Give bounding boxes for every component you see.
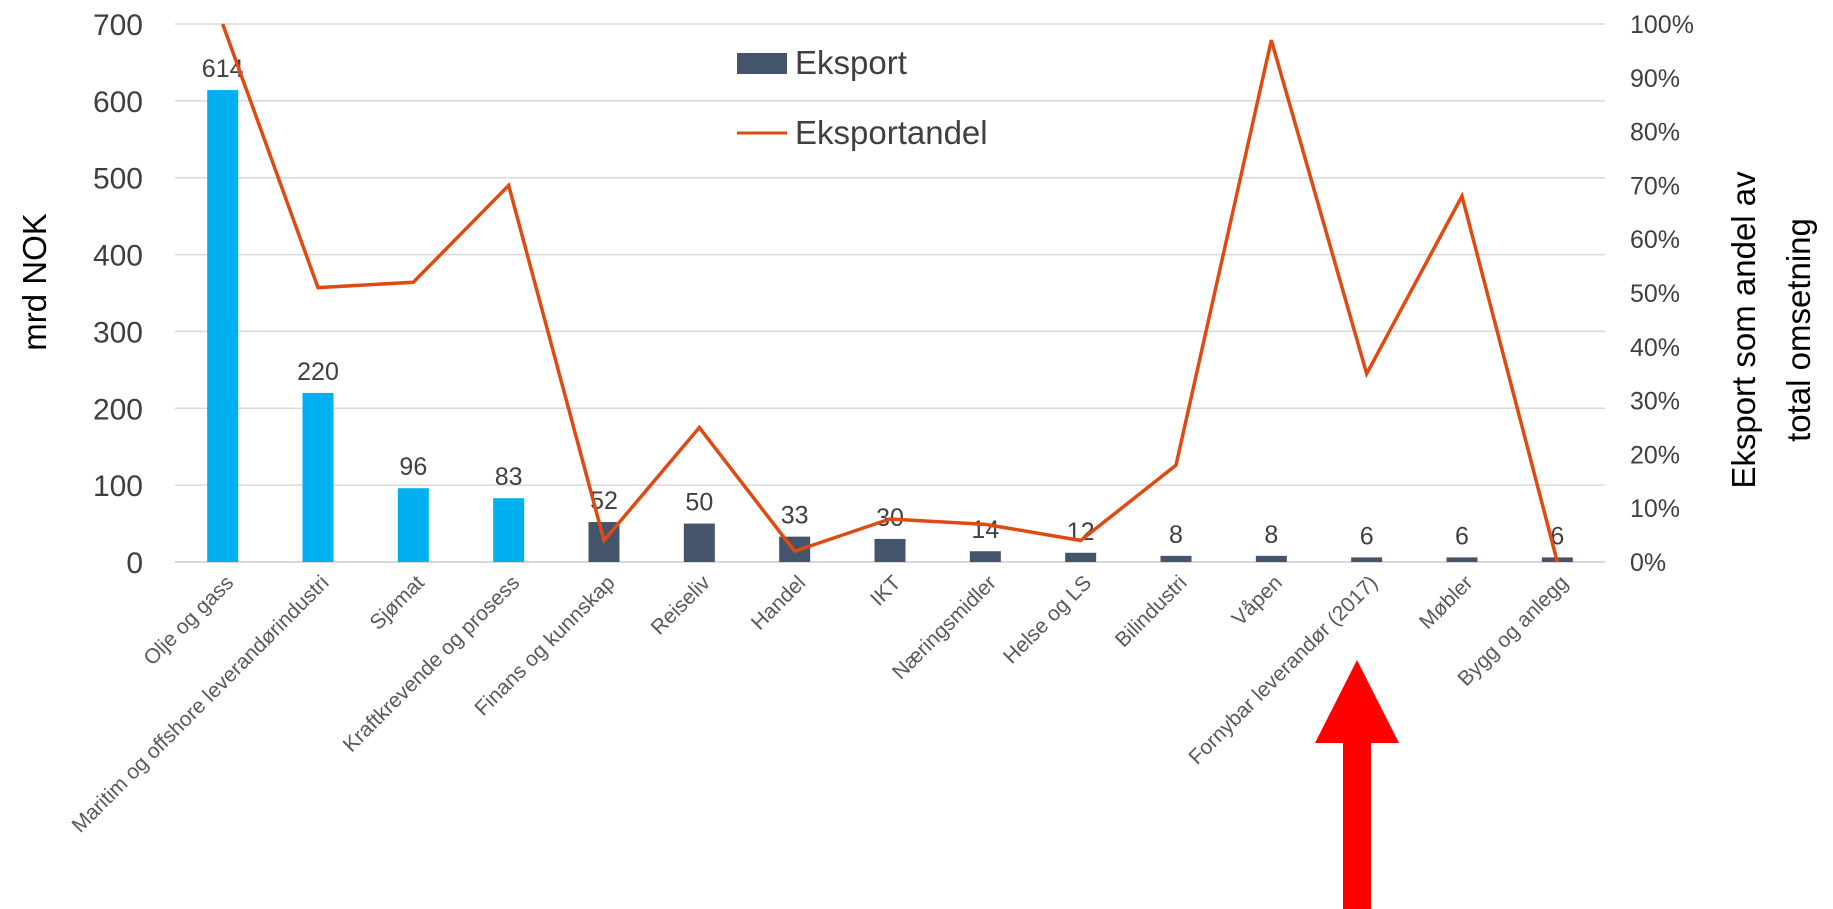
data-label: 14	[971, 516, 999, 544]
y-tick-label: 300	[93, 316, 143, 349]
y-tick-label: 200	[93, 393, 143, 426]
bar	[493, 498, 525, 562]
y2-tick-label: 20%	[1630, 441, 1680, 469]
data-label: 6	[1455, 522, 1469, 550]
share-line-layer	[221, 23, 1560, 563]
bars	[207, 90, 1573, 563]
y-tick-label: 100	[93, 470, 143, 503]
x-tick-label: Handel	[747, 571, 810, 634]
data-label: 50	[685, 489, 713, 517]
y2-tick-label: 90%	[1630, 65, 1680, 93]
legend-swatch-eksport	[737, 53, 787, 74]
y-tick-label: 700	[93, 9, 143, 42]
y-axis-title: mrd NOK	[16, 213, 53, 351]
x-tick-label: Reiseliv	[647, 571, 716, 640]
data-label: 83	[495, 463, 523, 491]
red-arrow-annotation	[1315, 660, 1399, 909]
bar	[1160, 555, 1192, 562]
bar	[1065, 552, 1097, 562]
y2-tick-label: 40%	[1630, 334, 1680, 362]
gridlines	[175, 23, 1605, 563]
y-tick-label: 500	[93, 163, 143, 196]
y2-tick-label: 30%	[1630, 388, 1680, 416]
data-label: 96	[399, 453, 427, 481]
bar	[1351, 557, 1383, 562]
y2-tick-label: 100%	[1630, 11, 1694, 39]
y2-tick-label: 60%	[1630, 226, 1680, 254]
share-line	[221, 23, 1560, 563]
y2-axis-ticks: 0% 10% 20% 30% 40% 50% 60% 70% 80% 90% 100%	[1630, 11, 1694, 577]
data-label: 8	[1169, 521, 1183, 549]
data-label: 33	[781, 502, 809, 530]
bar	[397, 488, 429, 562]
data-label: 8	[1264, 521, 1278, 549]
x-tick-label: Våpen	[1228, 571, 1287, 630]
x-tick-label: Sjømat	[366, 571, 429, 634]
y-tick-label: 600	[93, 86, 143, 119]
bar	[969, 551, 1001, 562]
y2-tick-label: 70%	[1630, 172, 1680, 200]
legend: Eksport Eksportandel	[737, 44, 988, 151]
x-tick-label: Bilindustri	[1111, 571, 1192, 652]
bar	[1446, 557, 1478, 562]
y2-tick-label: 50%	[1630, 280, 1680, 308]
bar	[1255, 555, 1287, 562]
y2-tick-label: 0%	[1630, 549, 1666, 577]
y2-axis-title-line-2: total omsetning	[1780, 218, 1817, 442]
bar	[302, 392, 334, 562]
bar	[207, 90, 239, 563]
data-label: 220	[297, 358, 339, 386]
x-tick-label: Møbler	[1415, 571, 1477, 633]
data-label: 6	[1360, 522, 1374, 550]
x-tick-label: Kraftkrevende og prosess	[339, 571, 524, 756]
y2-tick-label: 80%	[1630, 119, 1680, 147]
x-tick-label: Helse og LS	[999, 571, 1096, 668]
x-tick-label: Olje og gass	[139, 571, 238, 670]
bar	[874, 538, 906, 562]
y2-axis-title-line-1: Eksport som andel av	[1725, 171, 1762, 489]
y-axis-ticks: 0 100 200 300 400 500 600 700	[93, 9, 143, 580]
bar	[683, 523, 715, 562]
x-tick-label: IKT	[866, 571, 905, 610]
legend-label-eksportandel: Eksportandel	[795, 114, 988, 151]
legend-label-eksport: Eksport	[795, 44, 907, 81]
x-tick-label: Næringsmidler	[888, 571, 1001, 684]
y-tick-label: 0	[126, 547, 143, 580]
y-tick-label: 400	[93, 240, 143, 273]
y2-tick-label: 10%	[1630, 495, 1680, 523]
